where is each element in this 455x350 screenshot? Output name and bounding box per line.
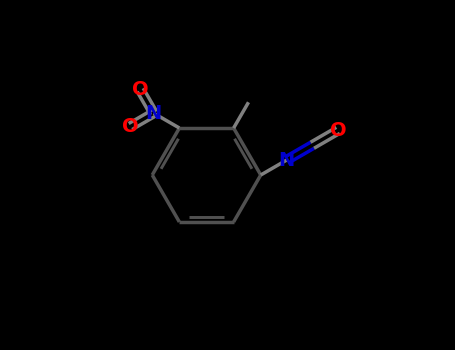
Text: N: N [278, 150, 295, 170]
Text: O: O [122, 117, 139, 136]
Text: O: O [330, 121, 346, 140]
Text: O: O [132, 80, 148, 99]
Text: N: N [146, 104, 162, 122]
